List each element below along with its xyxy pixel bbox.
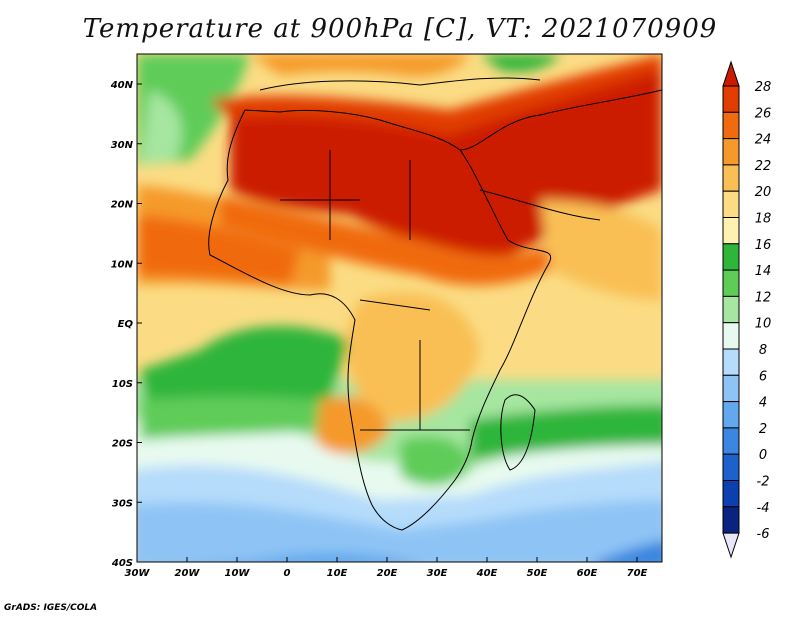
colorbar-label: 0	[759, 448, 767, 463]
colorbar-swatch	[722, 138, 740, 166]
colorbar-label: -2	[757, 475, 770, 490]
lat-tick-label: 40N	[110, 80, 134, 91]
colorbar-swatch	[722, 295, 740, 324]
colorbar-swatch	[722, 269, 740, 297]
colorbar-swatch	[722, 243, 740, 271]
lon-tick-label: 10E	[327, 568, 348, 579]
colorbar-label: 28	[755, 80, 772, 95]
colorbar-label: 8	[759, 343, 767, 358]
coastlines	[208, 77, 662, 531]
lon-tick-label: 50E	[527, 568, 548, 579]
colorbar-swatch	[722, 453, 740, 482]
latitude-axis: 40N 30N 20N 10N EQ 10S 20S 30S 40S	[110, 80, 142, 569]
lat-tick-label: 10N	[111, 259, 134, 270]
temperature-field	[137, 54, 662, 562]
lat-tick-label: 10S	[112, 379, 133, 390]
colorbar-swatch	[722, 164, 740, 192]
map-title: Temperature at 900hPa [C], VT: 202107090…	[82, 14, 718, 44]
lon-tick-label: 20W	[175, 568, 201, 579]
colorbar-label: 22	[755, 159, 772, 174]
longitude-axis: 30W 20W 10W 0 10E 20E 30E 40E 50E 60E 70E	[125, 557, 648, 579]
colorbar-label: 16	[755, 238, 772, 253]
lat-tick-label: 30S	[112, 498, 133, 509]
colorbar-swatch	[722, 427, 740, 455]
colorbar-label: -6	[757, 527, 770, 542]
colorbar-swatch	[722, 348, 740, 376]
lon-tick-label: 0	[284, 568, 291, 579]
colorbar-label: 2	[759, 422, 767, 437]
colorbar-label: 20	[755, 185, 772, 200]
colorbar-label: 26	[755, 106, 772, 121]
colorbar-swatch	[722, 374, 740, 403]
lat-tick-label: 20N	[111, 200, 134, 211]
lat-tick-label: 40S	[111, 558, 133, 569]
colorbar-label: 12	[755, 290, 772, 305]
colorbar-swatch	[722, 217, 740, 245]
colorbar-swatch	[722, 480, 740, 508]
plot-frame	[136, 53, 663, 563]
lat-tick-label: 20S	[112, 439, 133, 450]
colorbar-top-arrow	[722, 60, 740, 87]
colorbar-swatch	[722, 506, 740, 534]
colorbar-label: -4	[757, 501, 770, 516]
lat-tick-label: 30N	[111, 140, 134, 151]
lon-tick-label: 40E	[476, 568, 498, 579]
colorbar-label: 24	[755, 133, 772, 148]
colorbar-swatch	[722, 111, 740, 140]
lon-tick-label: 70E	[627, 568, 648, 579]
colorbar-swatch	[722, 322, 740, 350]
colorbar-swatch	[722, 401, 740, 429]
lon-tick-label: 10W	[225, 568, 251, 579]
grads-credit: GrADS: IGES/COLA	[4, 603, 98, 613]
colorbar-swatch	[722, 85, 740, 113]
lon-tick-label: 20E	[377, 568, 398, 579]
colorbar-label: 6	[759, 369, 767, 384]
lon-tick-label: 60E	[577, 568, 598, 579]
colorbar-swatch	[722, 190, 740, 218]
colorbar-bottom-arrow	[722, 532, 740, 559]
lon-tick-label: 30E	[427, 568, 448, 579]
colorbar-label: 18	[755, 212, 772, 227]
colorbar-label: 14	[755, 264, 772, 279]
colorbar-label: 4	[759, 396, 767, 411]
colorbar-label: 10	[755, 317, 772, 332]
lat-tick-label: EQ	[118, 319, 134, 330]
lon-tick-label: 30W	[125, 568, 151, 579]
